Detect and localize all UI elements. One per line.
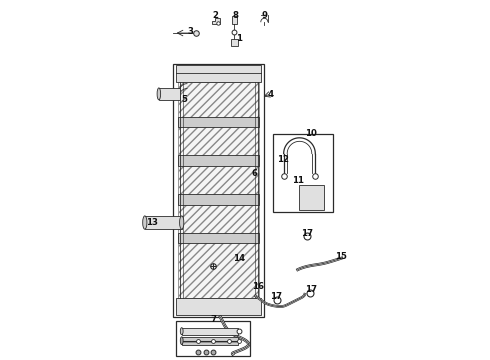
Bar: [178, 194, 259, 204]
Ellipse shape: [180, 328, 183, 335]
Bar: [231, 39, 238, 46]
Bar: [299, 185, 324, 210]
Text: 1: 1: [236, 34, 242, 43]
Bar: [173, 64, 264, 317]
Text: 13: 13: [146, 219, 158, 228]
Text: 9: 9: [261, 11, 268, 20]
Bar: [178, 156, 259, 166]
Bar: [182, 337, 238, 345]
Bar: [178, 117, 259, 127]
Bar: [176, 298, 261, 315]
Polygon shape: [212, 18, 220, 23]
Text: 2: 2: [212, 11, 218, 20]
Text: 3: 3: [188, 27, 194, 36]
Bar: [178, 233, 259, 243]
Text: 14: 14: [233, 253, 245, 262]
Text: 8: 8: [232, 11, 238, 20]
Text: 17: 17: [270, 292, 282, 301]
Bar: [182, 328, 238, 335]
Ellipse shape: [180, 216, 184, 229]
Bar: [273, 134, 333, 212]
Text: 7: 7: [210, 315, 217, 324]
Text: 16: 16: [252, 282, 265, 291]
Bar: [232, 16, 237, 23]
Text: 11: 11: [293, 176, 304, 185]
Ellipse shape: [157, 88, 161, 100]
Text: 10: 10: [305, 129, 317, 138]
Text: 6: 6: [252, 169, 258, 178]
Text: 15: 15: [335, 252, 346, 261]
Bar: [145, 216, 182, 229]
Bar: [159, 88, 180, 100]
Bar: [178, 82, 259, 298]
Text: 12: 12: [277, 155, 289, 164]
Text: 5: 5: [182, 95, 188, 104]
Ellipse shape: [180, 337, 183, 345]
Text: 17: 17: [305, 285, 317, 294]
Text: 17: 17: [301, 229, 314, 238]
Text: 4: 4: [267, 90, 273, 99]
Ellipse shape: [143, 216, 147, 229]
Bar: [176, 321, 250, 356]
Bar: [176, 65, 261, 82]
